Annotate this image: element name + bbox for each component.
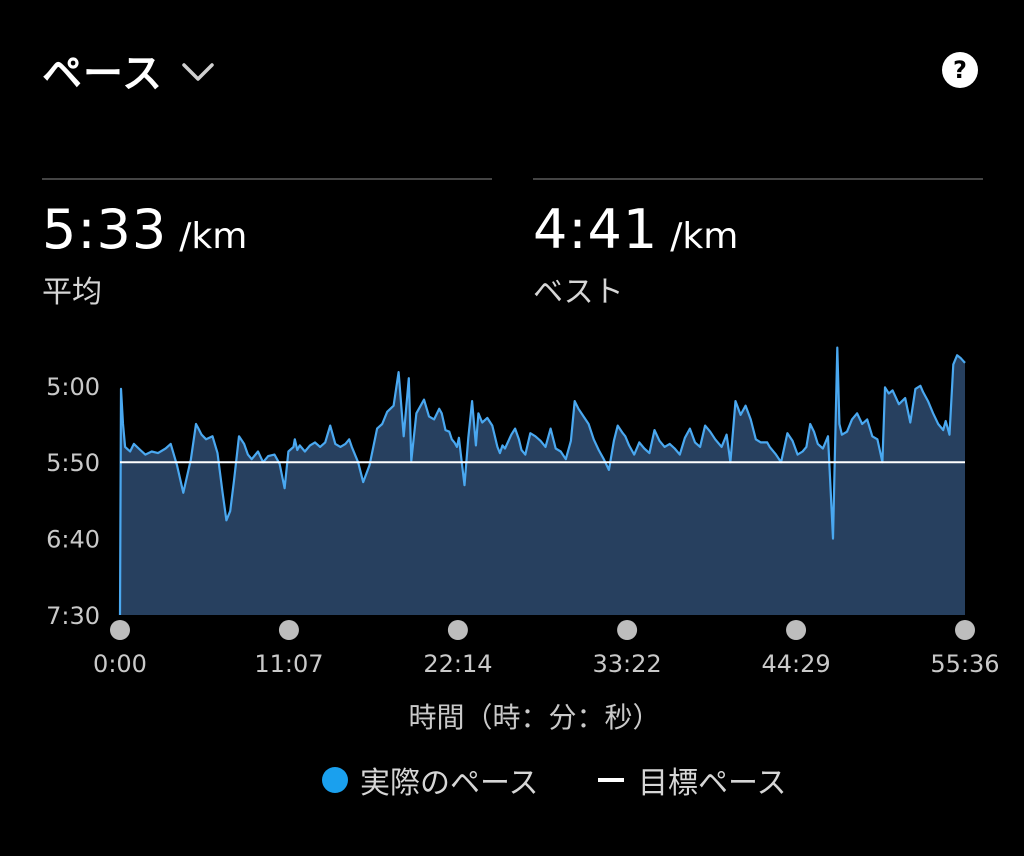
legend-label-target-pace: 目標ペース bbox=[638, 766, 787, 801]
x-tick-marker bbox=[110, 620, 130, 640]
y-tick-label: 6:40 bbox=[46, 526, 100, 554]
chart-legend: 実際のペース 目標ペース bbox=[0, 758, 1024, 802]
legend-dot-icon bbox=[322, 767, 348, 793]
chevron-down-icon[interactable] bbox=[181, 61, 215, 83]
divider bbox=[533, 178, 983, 180]
x-axis-title: 時間（時：分：秒） bbox=[408, 701, 660, 734]
best-pace-label: ベスト bbox=[533, 275, 624, 310]
average-pace-stat: 5:33 /km 平均 bbox=[42, 178, 492, 311]
x-tick-label: 33:22 bbox=[593, 650, 662, 678]
pace-header[interactable]: ペース bbox=[42, 44, 215, 97]
legend-item-target-pace: 目標ペース bbox=[598, 758, 787, 802]
average-pace-label: 平均 bbox=[42, 275, 102, 310]
best-pace-unit: /km bbox=[670, 216, 739, 257]
x-tick-marker bbox=[447, 620, 468, 640]
y-tick-label: 5:50 bbox=[46, 449, 100, 477]
x-tick-label: 22:14 bbox=[423, 650, 492, 678]
x-tick-marker bbox=[955, 620, 975, 640]
actual-pace-area bbox=[120, 347, 965, 615]
x-tick-marker bbox=[278, 620, 299, 640]
average-pace-value: 5:33 bbox=[42, 198, 168, 261]
best-pace-stat: 4:41 /km ベスト bbox=[533, 178, 983, 311]
x-tick-marker bbox=[786, 620, 807, 640]
y-tick-label: 7:30 bbox=[46, 602, 100, 630]
x-tick-label: 55:36 bbox=[930, 650, 999, 678]
y-tick-label: 5:00 bbox=[46, 373, 100, 401]
divider bbox=[42, 178, 492, 180]
pace-chart[interactable]: 5:00 5:50 6:40 7:30 0:00 11:07 22:14 33:22 44:29… bbox=[0, 340, 1024, 740]
average-pace-unit: /km bbox=[179, 216, 248, 257]
x-tick-label: 0:00 bbox=[93, 650, 147, 678]
x-tick-marker bbox=[617, 620, 638, 640]
legend-item-actual-pace: 実際のペース bbox=[322, 758, 539, 802]
actual-pace-line bbox=[118, 346, 966, 616]
x-tick-label: 11:07 bbox=[254, 650, 323, 678]
page-title: ペース bbox=[42, 51, 163, 97]
legend-label-actual-pace: 実際のペース bbox=[360, 766, 539, 801]
x-tick-label: 44:29 bbox=[761, 650, 830, 678]
help-icon[interactable]: ? bbox=[942, 52, 978, 88]
legend-line-icon bbox=[598, 778, 624, 782]
best-pace-value: 4:41 bbox=[533, 198, 659, 261]
